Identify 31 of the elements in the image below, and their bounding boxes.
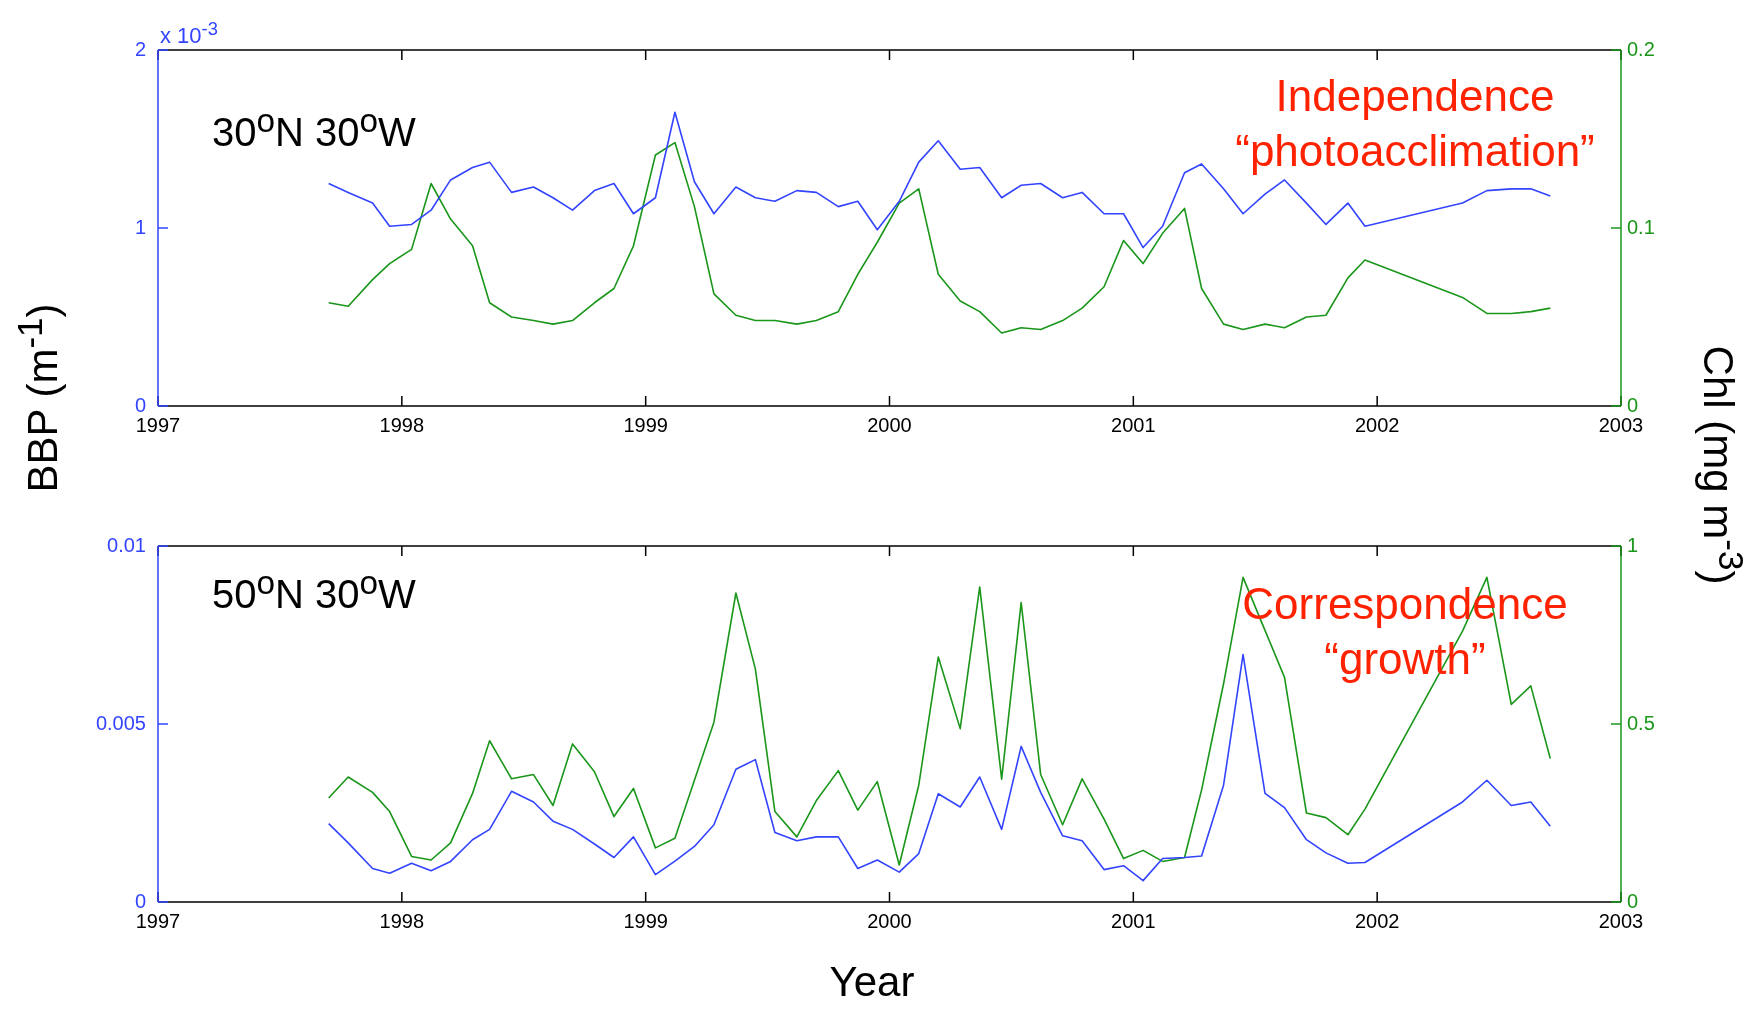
y-tick-label: 1: [134, 215, 146, 238]
annotation: 50$^{o}$N 30$^{o}$W: [212, 563, 416, 619]
x-tick-label: 1997: [135, 413, 181, 436]
x-tick-label: 2000: [867, 413, 912, 436]
x-tick-label: 1998: [379, 909, 425, 932]
x-tick-label: 1999: [623, 413, 668, 436]
y2-tick-label: 0: [1627, 393, 1639, 416]
annotation: Independence “photoacclimation”: [1234, 70, 1596, 177]
y-tick-label: 0.01: [107, 533, 146, 556]
x-tick-label: 2001: [1111, 909, 1156, 932]
x-tick-label: 2002: [1354, 413, 1400, 436]
y2-tick-label: 0: [1627, 889, 1639, 912]
y2-tick-label: 1: [1627, 533, 1639, 556]
text: x 10$^{-3}$: [160, 18, 218, 50]
x-tick-label: 2001: [1111, 413, 1156, 436]
x-tick-label: 2003: [1598, 909, 1644, 932]
x-tick-label: 1999: [623, 909, 668, 932]
y-tick-label: 0.005: [95, 711, 146, 734]
x-tick-label: 2002: [1354, 909, 1400, 932]
x-tick-label: 1997: [135, 909, 181, 932]
x-tick-label: 2003: [1598, 413, 1644, 436]
y-tick-label: 2: [134, 37, 146, 60]
y-tick-label: 0: [134, 393, 146, 416]
x-axis-title: Year: [829, 958, 915, 1006]
y-tick-label: 0: [134, 889, 146, 912]
x-tick-label: 2000: [867, 909, 912, 932]
x-tick-label: 1998: [379, 413, 425, 436]
y2-tick-label: 0.2: [1627, 37, 1655, 60]
y2-tick-label: 0.5: [1627, 711, 1655, 734]
y2-tick-label: 0.1: [1627, 215, 1655, 238]
annotation: 30$^{o}$N 30$^{o}$W: [212, 101, 416, 157]
